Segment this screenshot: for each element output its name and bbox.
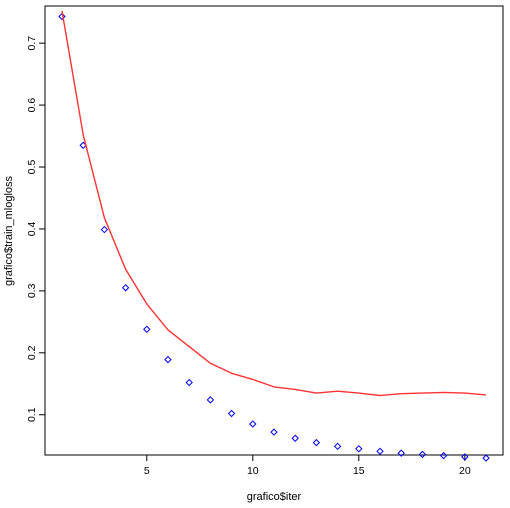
data-point bbox=[355, 445, 363, 453]
y-tick-label: 0.4 bbox=[26, 221, 38, 236]
data-point bbox=[376, 447, 384, 455]
data-point bbox=[461, 453, 469, 461]
x-tick-label: 10 bbox=[247, 465, 259, 477]
data-point bbox=[291, 434, 299, 442]
data-point bbox=[439, 451, 448, 460]
x-axis: 5 10 15 20 bbox=[144, 455, 471, 477]
data-point bbox=[121, 284, 130, 292]
data-point bbox=[164, 355, 172, 364]
y-tick-label: 0.3 bbox=[26, 283, 38, 298]
data-point bbox=[312, 438, 321, 447]
y-axis-title: grafico$train_mlogloss bbox=[3, 175, 15, 286]
x-tick-label: 20 bbox=[459, 465, 471, 477]
x-tick-label: 5 bbox=[144, 465, 150, 477]
y-tick-label: 0.1 bbox=[26, 407, 38, 422]
red-line-series bbox=[61, 10, 487, 397]
y-tick-label: 0.7 bbox=[26, 36, 38, 51]
x-tick-label: 15 bbox=[353, 465, 365, 477]
data-point bbox=[58, 12, 66, 21]
data-point bbox=[333, 442, 342, 451]
y-axis: 0.1 0.2 0.3 0.4 0.5 0.6 0.7 bbox=[26, 36, 45, 422]
x-axis-title: grafico$iter bbox=[247, 491, 302, 503]
data-point bbox=[482, 454, 490, 462]
data-point bbox=[227, 409, 236, 418]
data-point bbox=[143, 325, 151, 333]
data-point bbox=[100, 225, 109, 234]
data-point bbox=[418, 450, 427, 459]
data-point bbox=[397, 449, 405, 457]
data-point bbox=[249, 420, 257, 428]
data-point bbox=[185, 378, 193, 387]
series-layer bbox=[58, 10, 490, 462]
y-tick-label: 0.5 bbox=[26, 160, 38, 175]
y-tick-label: 0.2 bbox=[26, 345, 38, 360]
plot-box bbox=[44, 5, 504, 456]
data-point bbox=[270, 428, 278, 436]
y-tick-label: 0.6 bbox=[26, 98, 38, 113]
data-point bbox=[206, 396, 215, 404]
